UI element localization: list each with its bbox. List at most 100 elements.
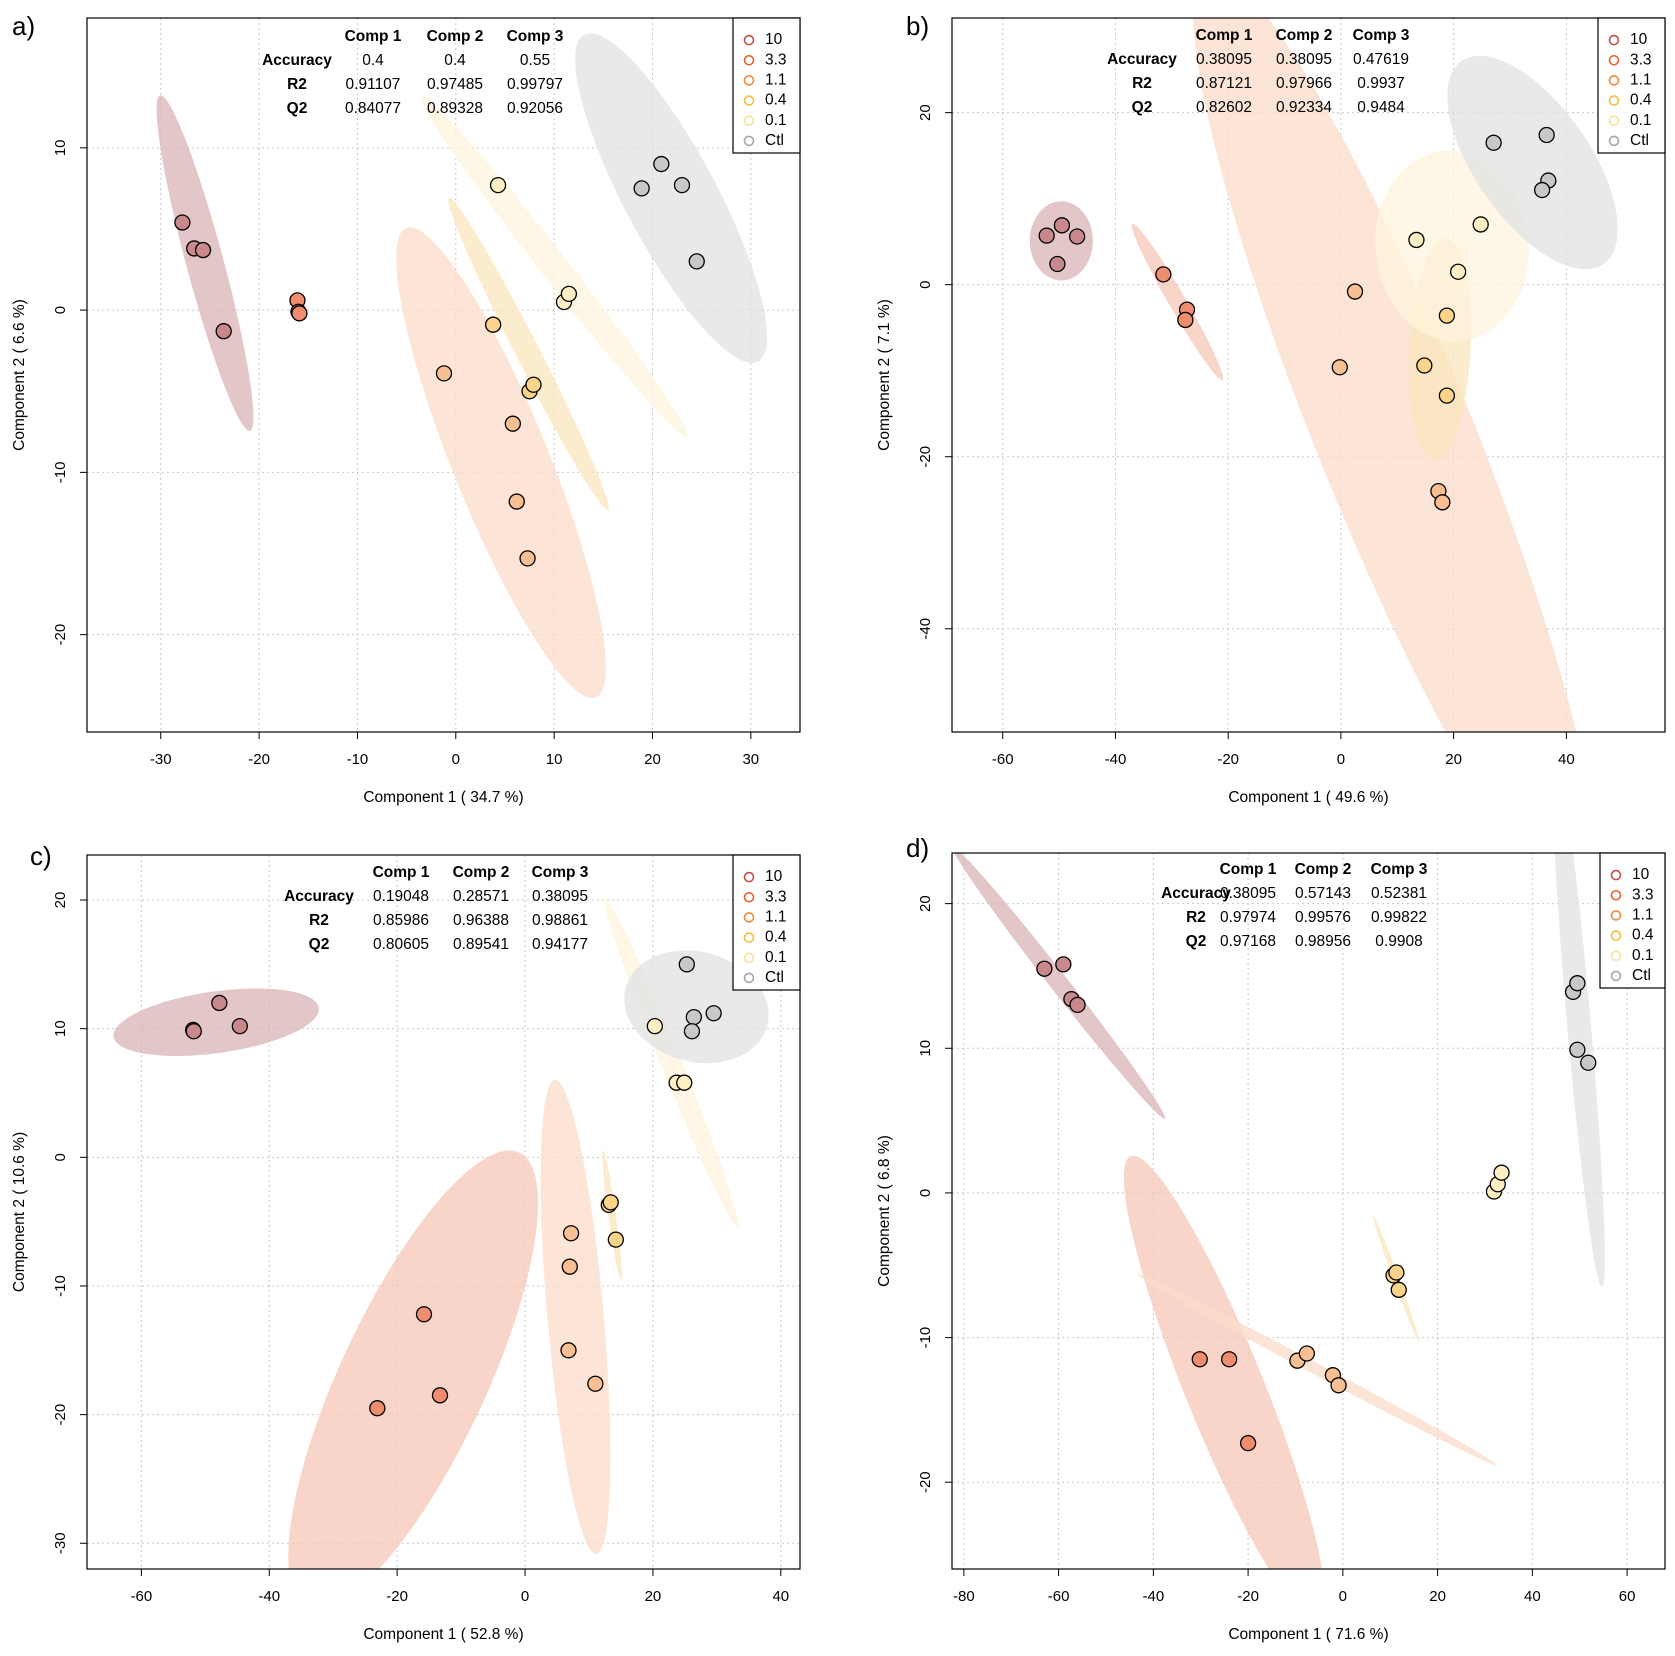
point-10 [231,1017,248,1035]
plot-frame [951,17,1666,733]
point-Ctl [705,1005,722,1022]
stats-value: 0.38095 [1196,51,1252,68]
legend-marker-Ctl [743,972,755,984]
y-tick-label: -20 [52,1404,69,1426]
stats-row-label: Accuracy [262,52,332,69]
stats-header: Comp 3 [1371,861,1428,878]
point-Ctl [673,176,691,194]
point-1.1 [1331,359,1348,376]
x-tick-label: 0 [1339,1588,1347,1605]
ellipse-10 [1029,201,1093,281]
stats-value: 0.55 [520,52,550,69]
point-1.1 [508,493,525,510]
point-0.1 [676,1074,693,1091]
stats-header: Comp 3 [532,864,589,881]
legend-marker-0.1 [1610,950,1622,962]
ellipse-1.1 [396,227,606,699]
y-tick-label: -10 [917,1327,934,1349]
point-1.1 [561,1258,578,1275]
panel-label: c) [30,841,52,871]
point-1.1 [560,1342,577,1359]
ellipse-0.1 [604,898,739,1229]
legend-label: 1.1 [765,909,787,926]
point-3.3 [369,1400,386,1417]
x-tick-label: -40 [258,1588,280,1605]
point-Ctl [1485,134,1502,151]
point-0.4 [1388,1264,1405,1281]
legend-marker-1.1 [743,912,755,923]
legend-label: 3.3 [1632,886,1654,903]
ellipse-Ctl [1552,853,1605,1288]
stats-value: 0.92334 [1276,99,1332,116]
stats-value: 0.98861 [532,912,588,929]
point-3.3 [415,1306,433,1323]
stats-value: 0.52381 [1371,885,1427,902]
legend-label: 1.1 [1632,907,1654,924]
point-1.1 [1330,1377,1347,1394]
legend-label: 3.3 [1630,51,1652,68]
y-axis-label: Component 2 ( 10.6 %) [11,1132,28,1292]
panel-b: b) -60 -40 -20 0 20 40 -40 -20 0 20 Component 1 ( 4… [876,11,1666,806]
point-3.3 [1220,1351,1238,1368]
legend-marker-Ctl [1610,970,1622,982]
point-1.1 [587,1375,604,1392]
legend-marker-1.1 [743,75,755,86]
panel-label: b) [906,11,929,41]
stats-value: 0.85986 [373,912,429,929]
stats-header: Comp 1 [1220,861,1277,878]
point-0.1 [1449,263,1467,280]
point-10 [1049,255,1066,273]
legend-marker-0.4 [743,95,755,106]
legend-label: Ctl [1632,967,1651,984]
stats-value: 0.97168 [1220,933,1276,950]
stats-value: 0.92056 [507,100,563,117]
legend-marker-0.1 [743,115,755,127]
ellipse-10 [156,95,254,431]
panel-label: d) [906,833,929,863]
ellipse-3.3 [1123,1155,1325,1569]
legend-label: 10 [1630,31,1648,48]
point-3.3 [291,305,308,322]
point-3.3 [1191,1351,1208,1368]
ellipse-1.1 [540,1079,611,1554]
legend-marker-0.4 [1610,930,1622,941]
legend-label: 10 [765,868,783,885]
legend-label: Ctl [765,969,784,986]
x-tick-label: -20 [1237,1588,1259,1605]
stats-header: Comp 1 [373,864,430,881]
x-tick-label: 20 [1429,1588,1446,1605]
point-3.3 [1155,266,1172,283]
x-tick-label: 20 [645,1588,662,1605]
plot-frame [86,17,801,733]
stats-value: 0.80605 [373,936,429,953]
y-tick-label: 0 [917,281,934,289]
stats-header: Comp 2 [427,28,484,45]
ellipse-3.3 [288,1150,539,1569]
point-0.4 [485,316,502,333]
stats-row-label: Accuracy [1161,885,1231,902]
legend-marker-0.4 [743,932,755,943]
stats-header: Comp 3 [507,28,564,45]
legend-marker-Ctl [743,135,755,147]
ellipse-0.4 [602,1150,622,1281]
x-tick-label: -40 [1105,751,1127,768]
point-0.4 [1416,357,1433,374]
legend-marker-3.3 [743,54,755,66]
stats-header: Comp 1 [1196,27,1253,44]
x-tick-label: -20 [248,751,270,768]
legend-label: 3.3 [765,51,787,68]
point-Ctl [1569,1041,1586,1058]
legend: 10 3.3 1.1 0.4 0.1 Ctl [1597,17,1666,154]
stats-value: 0.38095 [1220,885,1276,902]
legend: 10 3.3 1.1 0.4 0.1 Ctl [732,17,801,154]
stats-value: 0.47619 [1353,51,1409,68]
x-tick-label: -10 [347,751,369,768]
legend-label: 0.4 [1632,927,1654,944]
point-Ctl [1580,1054,1597,1071]
stats-value: 0.97485 [427,76,483,93]
stats-value: 0.91107 [346,76,401,93]
legend-label: 10 [1632,866,1650,883]
x-axis-label: Component 1 ( 52.8 %) [363,1626,523,1643]
stats-row-label: Accuracy [284,888,354,905]
